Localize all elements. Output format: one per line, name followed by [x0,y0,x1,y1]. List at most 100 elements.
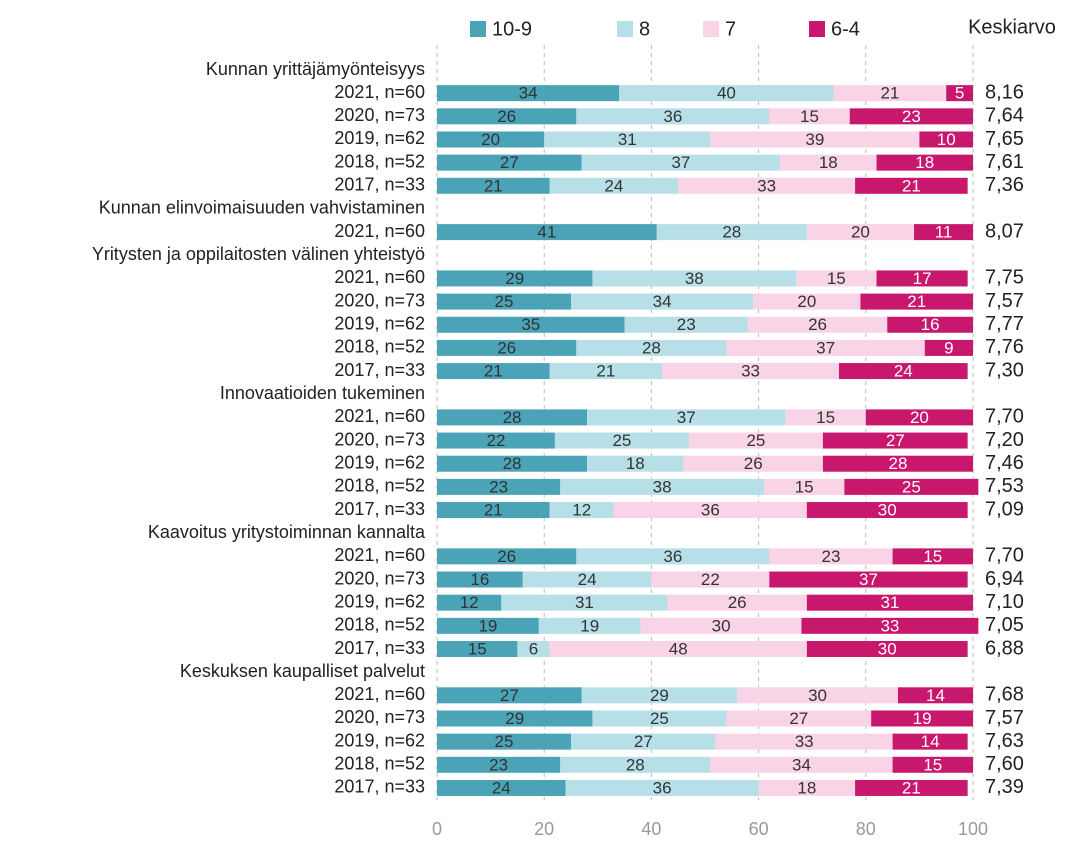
row-label: 2017, n=33 [334,175,425,195]
segment-label: 20 [851,223,870,242]
mean-value: 7,57 [985,290,1024,312]
bar-segment [844,478,979,495]
segment-label: 28 [722,223,741,242]
mean-value: 7,77 [985,313,1024,335]
bar-segment [640,617,802,634]
segment-label: 27 [886,431,905,450]
segment-label: 48 [669,639,688,658]
bar-segment [437,108,577,125]
bar-segment [581,687,738,704]
bar-segment [753,293,861,310]
bar-segment [571,293,754,310]
bar-segment [924,339,973,356]
segment-label: 23 [902,107,921,126]
x-tick-label: 0 [432,819,442,839]
row-label: 2018, n=52 [334,476,425,496]
bar-segment [785,409,866,426]
mean-value: 7,61 [985,151,1024,173]
group-title: Keskuksen kaupalliset palvelut [180,661,425,681]
bar-segment [747,316,888,333]
segment-label: 18 [915,153,934,172]
bar-segment [437,85,620,102]
bar-segment [576,548,770,565]
segment-label: 5 [955,84,964,103]
segment-label: 25 [612,431,631,450]
segment-label: 33 [757,176,776,195]
bar-segment [683,455,823,472]
mean-value: 7,64 [985,105,1024,127]
bar-segment [437,641,518,657]
segment-label: 30 [712,616,731,635]
segment-label: 9 [944,338,953,357]
mean-value: 7,53 [985,475,1024,497]
bar-segment [437,779,566,796]
mean-value: 7,10 [985,591,1024,613]
segment-label: 28 [888,454,907,473]
legend-swatch [809,21,825,37]
legend-label: 8 [639,18,650,40]
bar-segment [437,733,571,750]
bar-segment [437,363,550,380]
row-label: 2017, n=33 [334,499,425,519]
bar-segment [833,85,947,102]
segment-label: 18 [819,153,838,172]
mean-value: 7,60 [985,753,1024,775]
segment-label: 33 [795,732,814,751]
segment-label: 16 [470,570,489,589]
row-label: 2019, n=62 [334,591,425,611]
segment-label: 26 [744,454,763,473]
group-title: Kaavoitus yritystoiminnan kannalta [148,522,426,542]
row-label: 2018, n=52 [334,754,425,774]
bar-segment [897,687,973,704]
row-label: 2021, n=60 [334,406,425,426]
bar-segment [796,270,877,287]
segment-label: 17 [913,269,932,288]
segment-label: 33 [741,362,760,381]
row-label: 2017, n=33 [334,638,425,658]
row-label: 2020, n=73 [334,707,425,727]
segment-label: 27 [634,732,653,751]
mean-value: 7,57 [985,707,1024,729]
bar-segment [769,571,968,588]
bar-segment [592,710,727,727]
segment-label: 30 [878,501,897,520]
bar-segment [769,548,893,565]
row-label: 2020, n=73 [334,290,425,310]
segment-label: 21 [907,292,926,311]
bar-segment [437,409,588,426]
segment-label: 15 [800,107,819,126]
segment-label: 27 [789,709,808,728]
segment-label: 38 [685,269,704,288]
group-title: Kunnan elinvoimaisuuden vahvistaminen [99,198,425,218]
bar-segment [565,779,759,796]
bar-segment [437,455,588,472]
mean-value: 7,05 [985,614,1024,636]
bar-segment [892,733,968,750]
row-label: 2018, n=52 [334,615,425,635]
mean-value: 7,30 [985,359,1024,381]
bar-segment [710,131,920,148]
bar-segment [517,641,550,657]
bar-segment [437,131,545,148]
bar-segment [656,224,807,241]
bar-segment [576,108,770,125]
bar-segment [437,478,561,495]
bar-segment [549,363,663,380]
segment-label: 19 [478,616,497,635]
segment-label: 28 [642,338,661,357]
mean-value: 7,46 [985,452,1024,474]
legend-label: 10-9 [492,18,532,40]
bar-segment [437,756,561,773]
segment-label: 15 [795,477,814,496]
segment-label: 41 [537,223,556,242]
row-label: 2019, n=62 [334,128,425,148]
row-label: 2021, n=60 [334,545,425,565]
bar-segment [763,478,845,495]
x-tick-label: 40 [641,819,661,839]
bar-segment [651,571,770,588]
legend-swatch [703,21,719,37]
segment-label: 34 [653,292,672,311]
mean-value: 7,70 [985,545,1024,567]
segment-label: 28 [503,408,522,427]
segment-label: 37 [671,153,690,172]
